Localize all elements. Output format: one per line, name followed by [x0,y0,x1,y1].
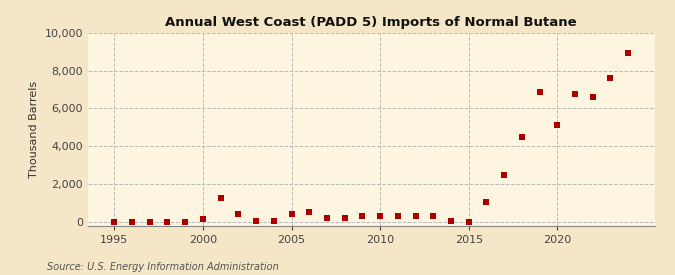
Point [587,95,598,99]
Point [304,210,315,215]
Point [233,211,244,216]
Point [375,214,385,218]
Point [109,219,119,224]
Point [605,76,616,81]
Point [428,214,439,218]
Title: Annual West Coast (PADD 5) Imports of Normal Butane: Annual West Coast (PADD 5) Imports of No… [165,16,577,29]
Point [162,219,173,224]
Point [552,123,563,128]
Point [215,196,226,200]
Point [499,172,510,177]
Point [481,200,492,204]
Y-axis label: Thousand Barrels: Thousand Barrels [29,81,39,178]
Point [534,89,545,94]
Point [410,214,421,218]
Point [144,219,155,224]
Point [269,219,279,223]
Point [127,219,138,224]
Point [516,134,527,139]
Point [340,216,350,220]
Point [250,219,261,223]
Point [463,220,474,224]
Point [446,219,456,223]
Point [321,216,332,220]
Text: Source: U.S. Energy Information Administration: Source: U.S. Energy Information Administ… [47,262,279,272]
Point [570,92,580,97]
Point [392,214,403,218]
Point [357,214,368,219]
Point [623,51,634,55]
Point [286,211,297,216]
Point [198,217,209,221]
Point [180,219,190,224]
